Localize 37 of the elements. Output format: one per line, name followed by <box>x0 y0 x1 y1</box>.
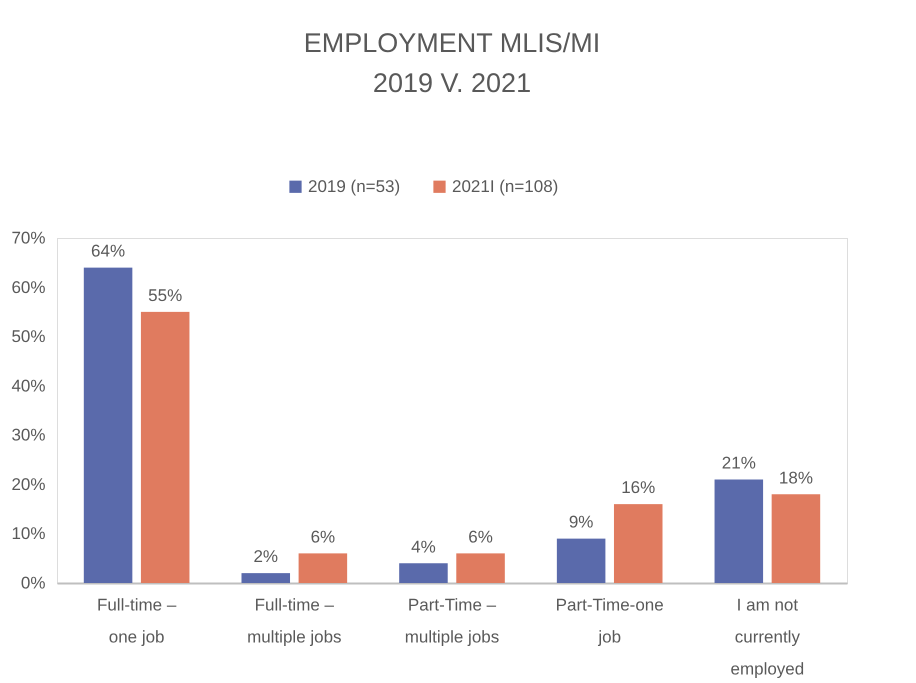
data-label: 21% <box>722 454 756 472</box>
y-tick-label: 70% <box>11 228 46 248</box>
x-tick-label: I am not currently employed <box>730 596 804 678</box>
bar <box>772 494 820 583</box>
x-tick-label: Part-Time – multiple jobs <box>404 596 500 646</box>
text: 2019 V. 2021 <box>372 68 532 98</box>
data-label: 4% <box>411 537 436 556</box>
bar <box>84 268 132 583</box>
y-tick-label: 20% <box>11 474 46 494</box>
text: EMPLOYMENT MLIS/MI <box>304 28 600 58</box>
legend-label: 2021I (n=108) <box>452 176 558 196</box>
data-label: 55% <box>148 286 182 305</box>
x-tick-label: Full-time – one job <box>96 596 177 646</box>
y-tick-label: 50% <box>11 327 46 346</box>
data-label: 9% <box>568 512 594 532</box>
data-label: 16% <box>621 478 656 498</box>
y-tick-label: 10% <box>11 524 46 544</box>
bar <box>556 538 606 583</box>
bar <box>614 504 663 583</box>
data-label: 6% <box>468 527 493 546</box>
y-tick-label: 0% <box>20 574 46 592</box>
data-label: 64% <box>91 242 126 261</box>
data-label: 2% <box>253 547 278 566</box>
bar <box>399 563 448 583</box>
data-label: 18% <box>778 468 813 488</box>
x-tick-label: Part-Time-one job <box>556 596 664 646</box>
y-tick-label: 40% <box>11 376 46 396</box>
y-tick-label: 60% <box>11 278 46 297</box>
data-label: 6% <box>310 527 336 546</box>
bar <box>241 573 290 583</box>
y-tick-label: 30% <box>11 426 46 445</box>
bar <box>298 553 348 583</box>
bar <box>140 312 190 583</box>
bar <box>714 480 764 583</box>
x-tick-label: Full-time – multiple jobs <box>247 596 342 646</box>
bar <box>456 553 505 583</box>
legend-label: 2019 (n=53) <box>308 176 400 196</box>
